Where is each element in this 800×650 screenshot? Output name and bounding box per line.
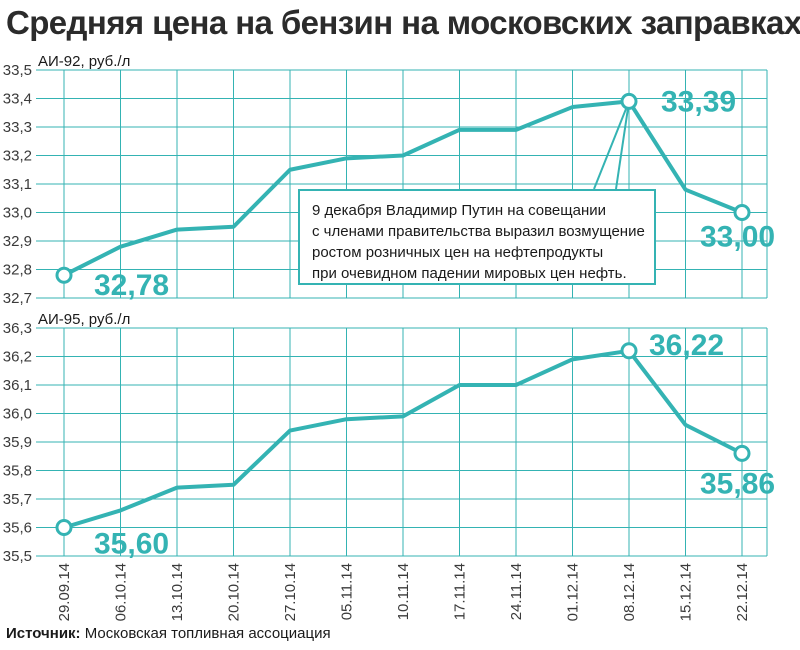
y-tick-label: 33,3 (3, 119, 32, 136)
x-tick-label: 29.09.14 (56, 563, 73, 621)
annotation-leader (615, 101, 630, 190)
data-label: 35,86 (700, 467, 775, 500)
x-tick-label: 08.12.14 (621, 563, 638, 621)
x-tick-label: 15.12.14 (678, 563, 695, 621)
y-tick-label: 35,9 (3, 434, 32, 451)
x-tick-label: 01.12.14 (565, 563, 582, 621)
annotation-line: с членами правительства выразил возмущен… (312, 223, 645, 240)
data-point-marker (733, 444, 751, 462)
annotation-leader (593, 100, 630, 190)
annotation-line: при очевидном падении мировых цен нефть. (312, 265, 627, 282)
y-tick-label: 33,1 (3, 176, 32, 193)
annotation-box: 9 декабря Владимир Путин на совещании с … (298, 189, 656, 285)
x-tick-label: 24.11.14 (508, 563, 525, 620)
data-label: 33,00 (700, 221, 775, 254)
data-point-marker (620, 92, 638, 110)
annotation-line: 9 декабря Владимир Путин на совещании (312, 202, 606, 219)
y-tick-label: 32,8 (3, 262, 32, 279)
source-note: Источник: Московская топливная ассоциаци… (6, 625, 331, 642)
x-tick-label: 17.11.14 (452, 563, 469, 620)
panel-ai92: 32,7 32,8 32,9 33,0 33,1 33,2 33,3 33,4 33,5 АИ-9… (3, 52, 775, 307)
y-tick-label: 35,7 (3, 491, 32, 508)
y-tick-label: 35,6 (3, 520, 32, 537)
x-tick-label: 27.10.14 (282, 563, 299, 621)
chart-title: Средняя цена на бензин на московских зап… (6, 4, 800, 41)
x-tick-label: 05.11.14 (339, 563, 356, 620)
y-tick-label: 36,0 (3, 406, 32, 423)
y-tick-label: 32,9 (3, 233, 32, 250)
data-point-marker (55, 519, 73, 536)
y-tick-label: 33,2 (3, 148, 32, 165)
x-axis: 29.09.14 06.10.14 13.10.14 20.10.14 27.10.14… (56, 563, 751, 621)
y-tick-label: 32,7 (3, 290, 32, 307)
x-tick-label: 06.10.14 (113, 563, 130, 621)
data-point-marker (620, 342, 638, 360)
data-point-marker (733, 204, 751, 221)
y-tick-label: 36,3 (3, 320, 32, 337)
y-tick-label: 35,5 (3, 548, 32, 565)
y-tick-label: 33,5 (3, 62, 32, 79)
data-point-marker (55, 266, 73, 284)
y-tick-label: 35,8 (3, 463, 32, 480)
panel-ai95: 35,5 35,6 35,7 35,8 35,9 36,0 36,1 36,2 36,3 АИ-9… (3, 310, 775, 565)
data-label: 32,78 (94, 269, 169, 302)
y-tick-label: 36,2 (3, 349, 32, 366)
y-tick-label: 33,4 (3, 91, 32, 108)
data-label: 36,22 (649, 329, 724, 362)
y-axis-label: АИ-95, руб./л (38, 311, 130, 328)
source-text: Московская топливная ассоциация (84, 625, 331, 642)
ylabel-bg (36, 310, 154, 326)
x-tick-label: 22.12.14 (734, 563, 751, 621)
ylabel-bg (36, 52, 154, 68)
x-tick-label: 20.10.14 (226, 563, 243, 621)
y-tick-label: 36,1 (3, 377, 32, 394)
x-tick-label: 13.10.14 (169, 563, 186, 621)
x-tick-label: 10.11.14 (395, 563, 412, 620)
y-axis-label: АИ-92, руб./л (38, 53, 130, 70)
source-label: Источник: (6, 625, 81, 642)
data-label: 35,60 (94, 528, 169, 561)
y-tick-label: 33,0 (3, 205, 32, 222)
annotation-line: ростом розничных цен на нефтепродукты (312, 244, 604, 261)
data-label: 33,39 (661, 85, 736, 118)
